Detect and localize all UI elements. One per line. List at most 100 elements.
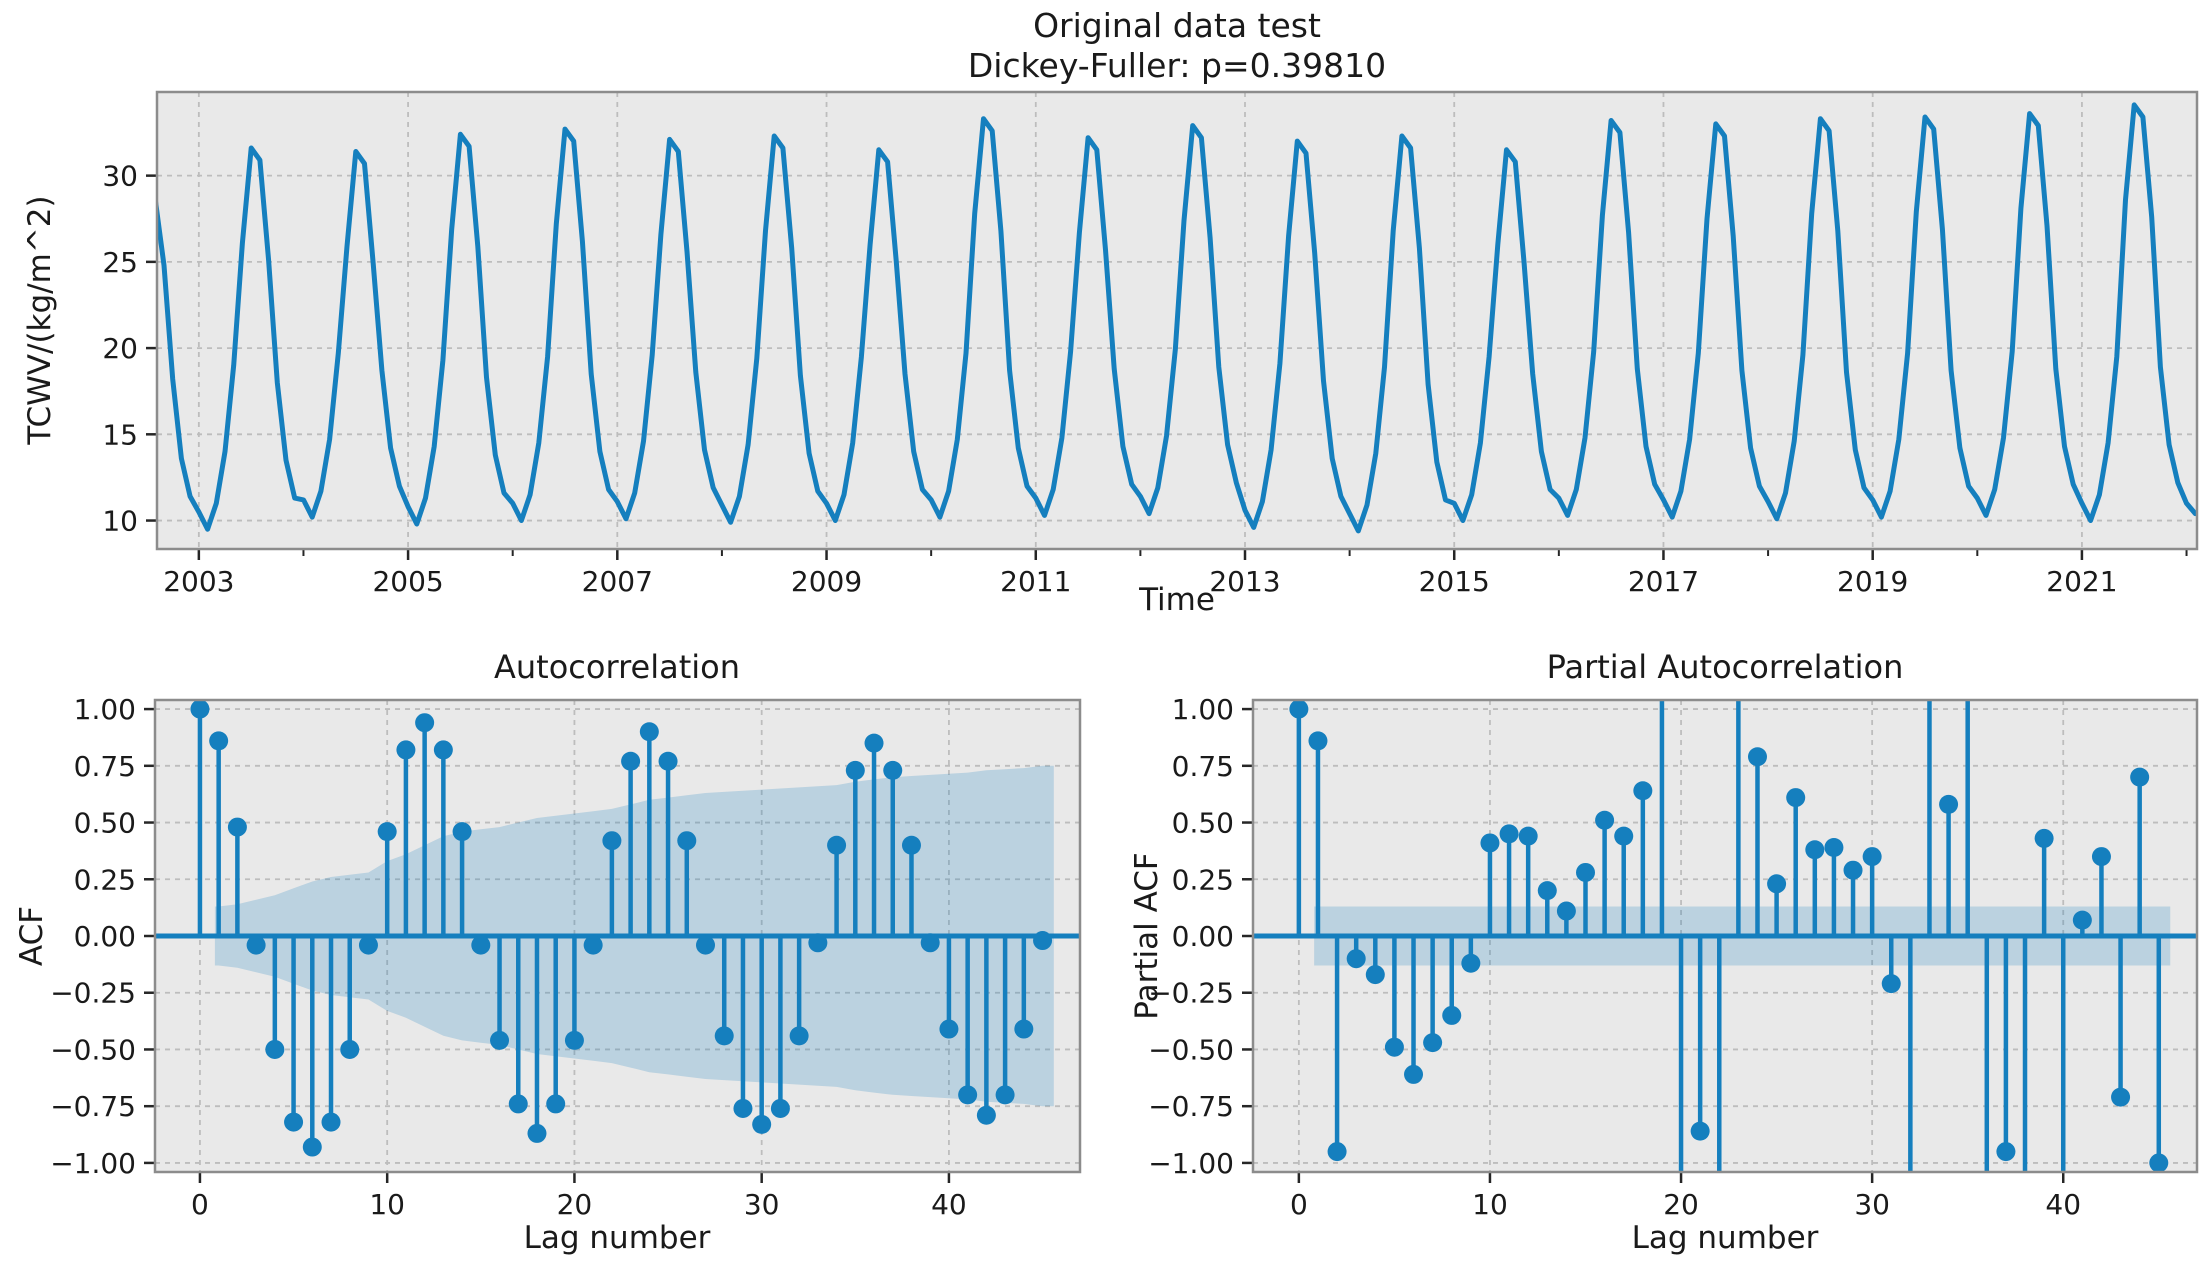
acf-marker-15 (471, 935, 491, 955)
acf-marker-22 (602, 831, 622, 851)
acf-marker-0 (190, 700, 210, 719)
acf-marker-14 (452, 822, 472, 842)
acf-marker-28 (714, 1026, 734, 1046)
acf-marker-23 (621, 751, 641, 771)
acf-marker-35 (845, 760, 865, 780)
pacf-marker-16 (1595, 810, 1615, 830)
pacf-marker-0 (1289, 700, 1309, 719)
svg-text:10: 10 (1472, 1188, 1508, 1221)
pacf-marker-4 (1365, 965, 1385, 985)
acf-frame-and-ticks: 0 10 20 30 40 1.00 0.75 0.50 0.25 0.00 −0.25 −0.50 −… (50, 693, 1082, 1221)
pacf-marker-45 (2149, 1153, 2169, 1172)
pacf-marker-10 (1480, 833, 1500, 853)
acf-marker-42 (976, 1105, 996, 1125)
svg-text:2005: 2005 (372, 565, 443, 598)
pacf-marker-21 (1690, 1121, 1710, 1141)
acf-marker-33 (808, 933, 828, 953)
svg-text:10: 10 (102, 505, 138, 538)
pacf-xlabel: Lag number (1631, 1220, 1819, 1256)
svg-text:0.75: 0.75 (1172, 750, 1234, 783)
acf-marker-19 (546, 1094, 566, 1114)
svg-text:−0.50: −0.50 (50, 1033, 136, 1066)
acf-marker-10 (377, 822, 397, 842)
svg-text:2011: 2011 (1000, 565, 1071, 598)
acf-marker-9 (358, 935, 378, 955)
pacf-marker-27 (1805, 840, 1825, 860)
acf-marker-27 (696, 935, 716, 955)
acf-marker-45 (1033, 931, 1053, 951)
acf-marker-17 (508, 1094, 528, 1114)
acf-marker-44 (1014, 1019, 1034, 1039)
pacf-marker-25 (1767, 874, 1787, 894)
timeseries-frame-and-ticks: 2003 2005 2007 2009 2011 2013 2015 2017 2019 2021… (102, 90, 2199, 598)
acf-xlabel: Lag number (523, 1220, 711, 1256)
pacf-marker-30 (1862, 847, 1882, 867)
pacf-marker-43 (2111, 1087, 2131, 1107)
pacf-content (1253, 677, 2197, 1195)
svg-text:−1.00: −1.00 (50, 1147, 136, 1180)
svg-text:20: 20 (557, 1188, 593, 1221)
svg-text:2021: 2021 (2046, 565, 2117, 598)
pacf-marker-32 (1901, 1176, 1920, 1195)
pacf-marker-18 (1633, 781, 1653, 801)
acf-marker-4 (265, 1039, 285, 1059)
acf-marker-11 (396, 740, 416, 760)
acf-grid (155, 700, 1080, 1172)
pacf-markers (1289, 677, 2169, 1195)
svg-text:10: 10 (369, 1188, 405, 1221)
svg-text:2015: 2015 (1419, 565, 1490, 598)
acf-ytick-labels: 1.00 0.75 0.50 0.25 0.00 −0.25 −0.50 −0.75 −1.00 (50, 693, 136, 1180)
acf-marker-21 (583, 935, 603, 955)
pacf-marker-29 (1843, 860, 1863, 880)
pacf-marker-1 (1308, 731, 1328, 751)
timeseries-xlabel: Time (1139, 582, 1215, 618)
acf-marker-38 (901, 835, 921, 855)
acf-content (155, 700, 1080, 1157)
svg-text:15: 15 (102, 418, 138, 451)
pacf-marker-41 (2072, 910, 2092, 930)
pacf-marker-24 (1747, 747, 1767, 767)
svg-text:0.75: 0.75 (74, 750, 136, 783)
acf-marker-32 (789, 1026, 809, 1046)
timeseries-line (157, 102, 2197, 534)
pacf-marker-13 (1537, 881, 1557, 901)
acf-title: Autocorrelation (494, 648, 740, 686)
timeseries-ytick-labels: 10 15 20 25 30 (102, 160, 138, 538)
pacf-marker-39 (2034, 828, 2054, 848)
acf-marker-20 (564, 1030, 584, 1050)
svg-text:0.25: 0.25 (1172, 863, 1234, 896)
pacf-marker-38 (2016, 1176, 2035, 1195)
pacf-marker-17 (1614, 826, 1634, 846)
acf-marker-5 (284, 1112, 304, 1132)
pacf-marker-9 (1461, 953, 1481, 973)
pacf-marker-34 (1939, 794, 1959, 814)
acf-marker-39 (920, 933, 940, 953)
svg-text:−0.75: −0.75 (50, 1090, 136, 1123)
pacf-marker-5 (1384, 1037, 1404, 1057)
svg-text:30: 30 (744, 1188, 780, 1221)
acf-marker-43 (995, 1085, 1015, 1105)
svg-text:0.50: 0.50 (74, 807, 136, 840)
pacf-marker-31 (1881, 974, 1901, 994)
pacf-ylabel: Partial ACF (1129, 852, 1165, 1020)
acf-marker-26 (677, 831, 697, 851)
svg-text:0.25: 0.25 (74, 863, 136, 896)
acf-marker-36 (864, 733, 884, 753)
pacf-marker-26 (1786, 788, 1806, 808)
acf-marker-31 (770, 1098, 790, 1118)
svg-text:2013: 2013 (1209, 565, 1280, 598)
svg-text:−0.25: −0.25 (50, 977, 136, 1010)
acf-xtick-labels: 0 10 20 30 40 (191, 1188, 967, 1221)
svg-text:−0.25: −0.25 (1148, 977, 1234, 1010)
svg-text:−0.50: −0.50 (1148, 1033, 1234, 1066)
acf-marker-18 (527, 1123, 547, 1143)
svg-text:1.00: 1.00 (1172, 693, 1234, 726)
svg-text:0.50: 0.50 (1172, 807, 1234, 840)
acf-marker-7 (321, 1112, 341, 1132)
pacf-marker-35 (1958, 677, 1977, 696)
acf-marker-3 (246, 935, 266, 955)
acf-marker-29 (733, 1098, 753, 1118)
pacf-marker-33 (1920, 677, 1939, 696)
acf-markers (190, 700, 1053, 1157)
